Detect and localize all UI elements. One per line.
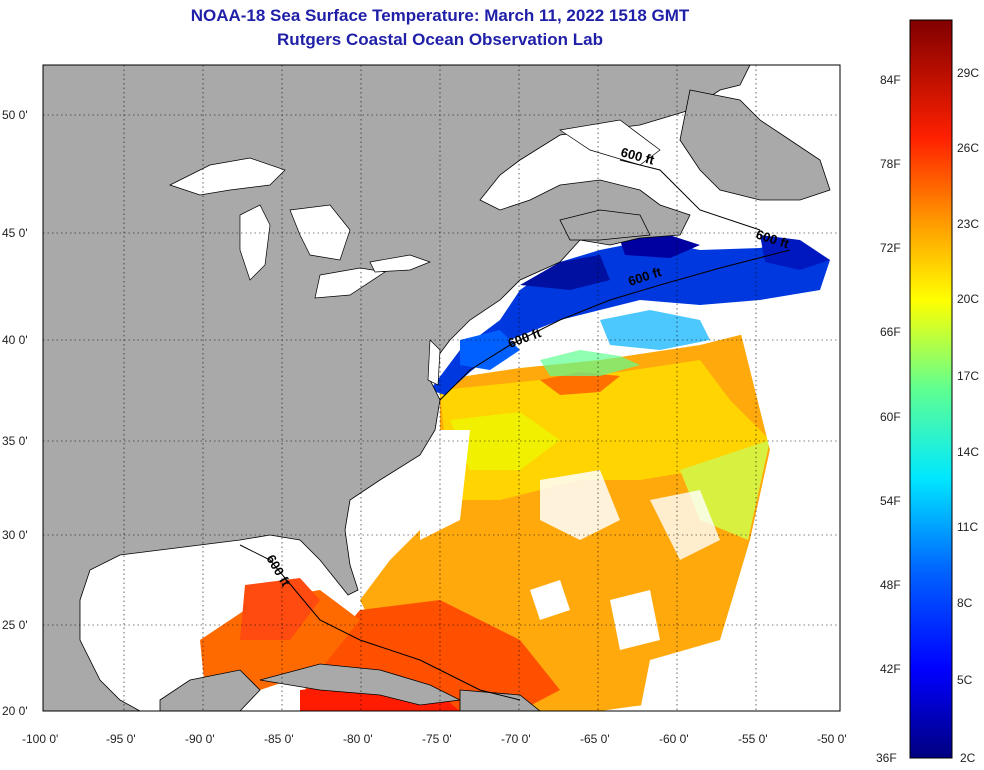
lon-label: -70 0' — [501, 732, 531, 746]
lat-label: 25 0' — [2, 618, 28, 632]
lakes-layer — [169, 119, 661, 386]
colorbar-f-label: 72F — [880, 241, 901, 255]
lat-label: 20 0' — [2, 704, 28, 718]
isobath-600ft — [239, 159, 791, 701]
colorbar-f-label: 48F — [880, 578, 901, 592]
colorbar-f-label: 66F — [880, 325, 901, 339]
lon-label: -50 0' — [817, 732, 847, 746]
lat-label: 45 0' — [2, 226, 28, 240]
colorbar-f-label: 78F — [880, 157, 901, 171]
colorbar-f-label: 84F — [880, 73, 901, 87]
lon-label: -75 0' — [422, 732, 452, 746]
colorbar-f-label: 54F — [880, 494, 901, 508]
map-frame — [42, 64, 841, 712]
colorbar-c-label: 29C — [957, 66, 979, 80]
colorbar-c-label: 5C — [957, 673, 973, 687]
lon-label: -100 0' — [22, 732, 58, 746]
lat-label: 30 0' — [2, 528, 28, 542]
lon-label: -55 0' — [738, 732, 768, 746]
colorbar-c-label: 14C — [957, 445, 979, 459]
colorbar-f-labels: 84F 78F 72F 66F 60F 54F 48F 42F 36F — [876, 73, 901, 765]
lon-labels: -100 0' -95 0' -90 0' -85 0' -80 0' -75 … — [22, 732, 847, 746]
colorbar — [909, 19, 953, 759]
colorbar-f-label: 60F — [880, 410, 901, 424]
lat-label: 40 0' — [2, 333, 28, 347]
lat-labels: 50 0' 45 0' 40 0' 35 0' 30 0' 25 0' 20 0… — [2, 108, 28, 718]
lon-label: -90 0' — [185, 732, 215, 746]
lon-label: -80 0' — [343, 732, 373, 746]
lon-label: -60 0' — [659, 732, 689, 746]
colorbar-c-label: 8C — [957, 596, 973, 610]
land-layer — [43, 65, 831, 711]
sst-data-layer — [200, 232, 840, 711]
lat-label: 50 0' — [2, 108, 28, 122]
colorbar-f-label: 36F — [876, 751, 897, 765]
colorbar-c-labels: 29C 26C 23C 20C 17C 14C 11C 8C 5C 2C — [957, 66, 979, 765]
lat-label: 35 0' — [2, 434, 28, 448]
lon-label: -95 0' — [106, 732, 136, 746]
lon-label: -65 0' — [580, 732, 610, 746]
colorbar-c-label: 20C — [957, 292, 979, 306]
map-subtitle: Rutgers Coastal Ocean Observation Lab — [277, 30, 603, 49]
colorbar-c-label: 2C — [960, 751, 976, 765]
colorbar-c-label: 11C — [957, 520, 978, 534]
colorbar-c-label: 17C — [957, 369, 979, 383]
colorbar-c-label: 26C — [957, 141, 979, 155]
colorbar-f-label: 42F — [880, 662, 901, 676]
lon-label: -85 0' — [264, 732, 294, 746]
map-title: NOAA-18 Sea Surface Temperature: March 1… — [190, 6, 690, 25]
colorbar-c-label: 23C — [957, 217, 979, 231]
